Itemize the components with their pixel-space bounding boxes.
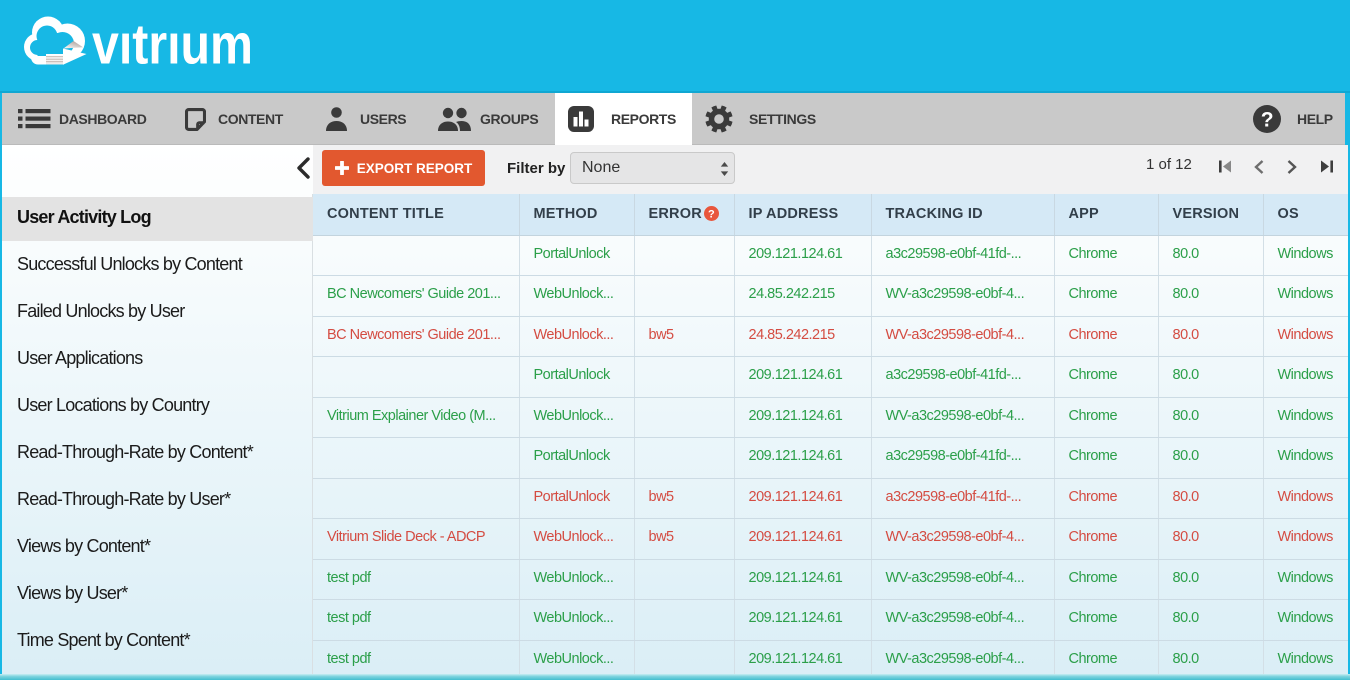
svg-text:?: ? bbox=[1261, 109, 1273, 132]
svg-text:vıtrıum: vıtrıum bbox=[92, 13, 253, 77]
svg-text:?: ? bbox=[708, 209, 715, 221]
